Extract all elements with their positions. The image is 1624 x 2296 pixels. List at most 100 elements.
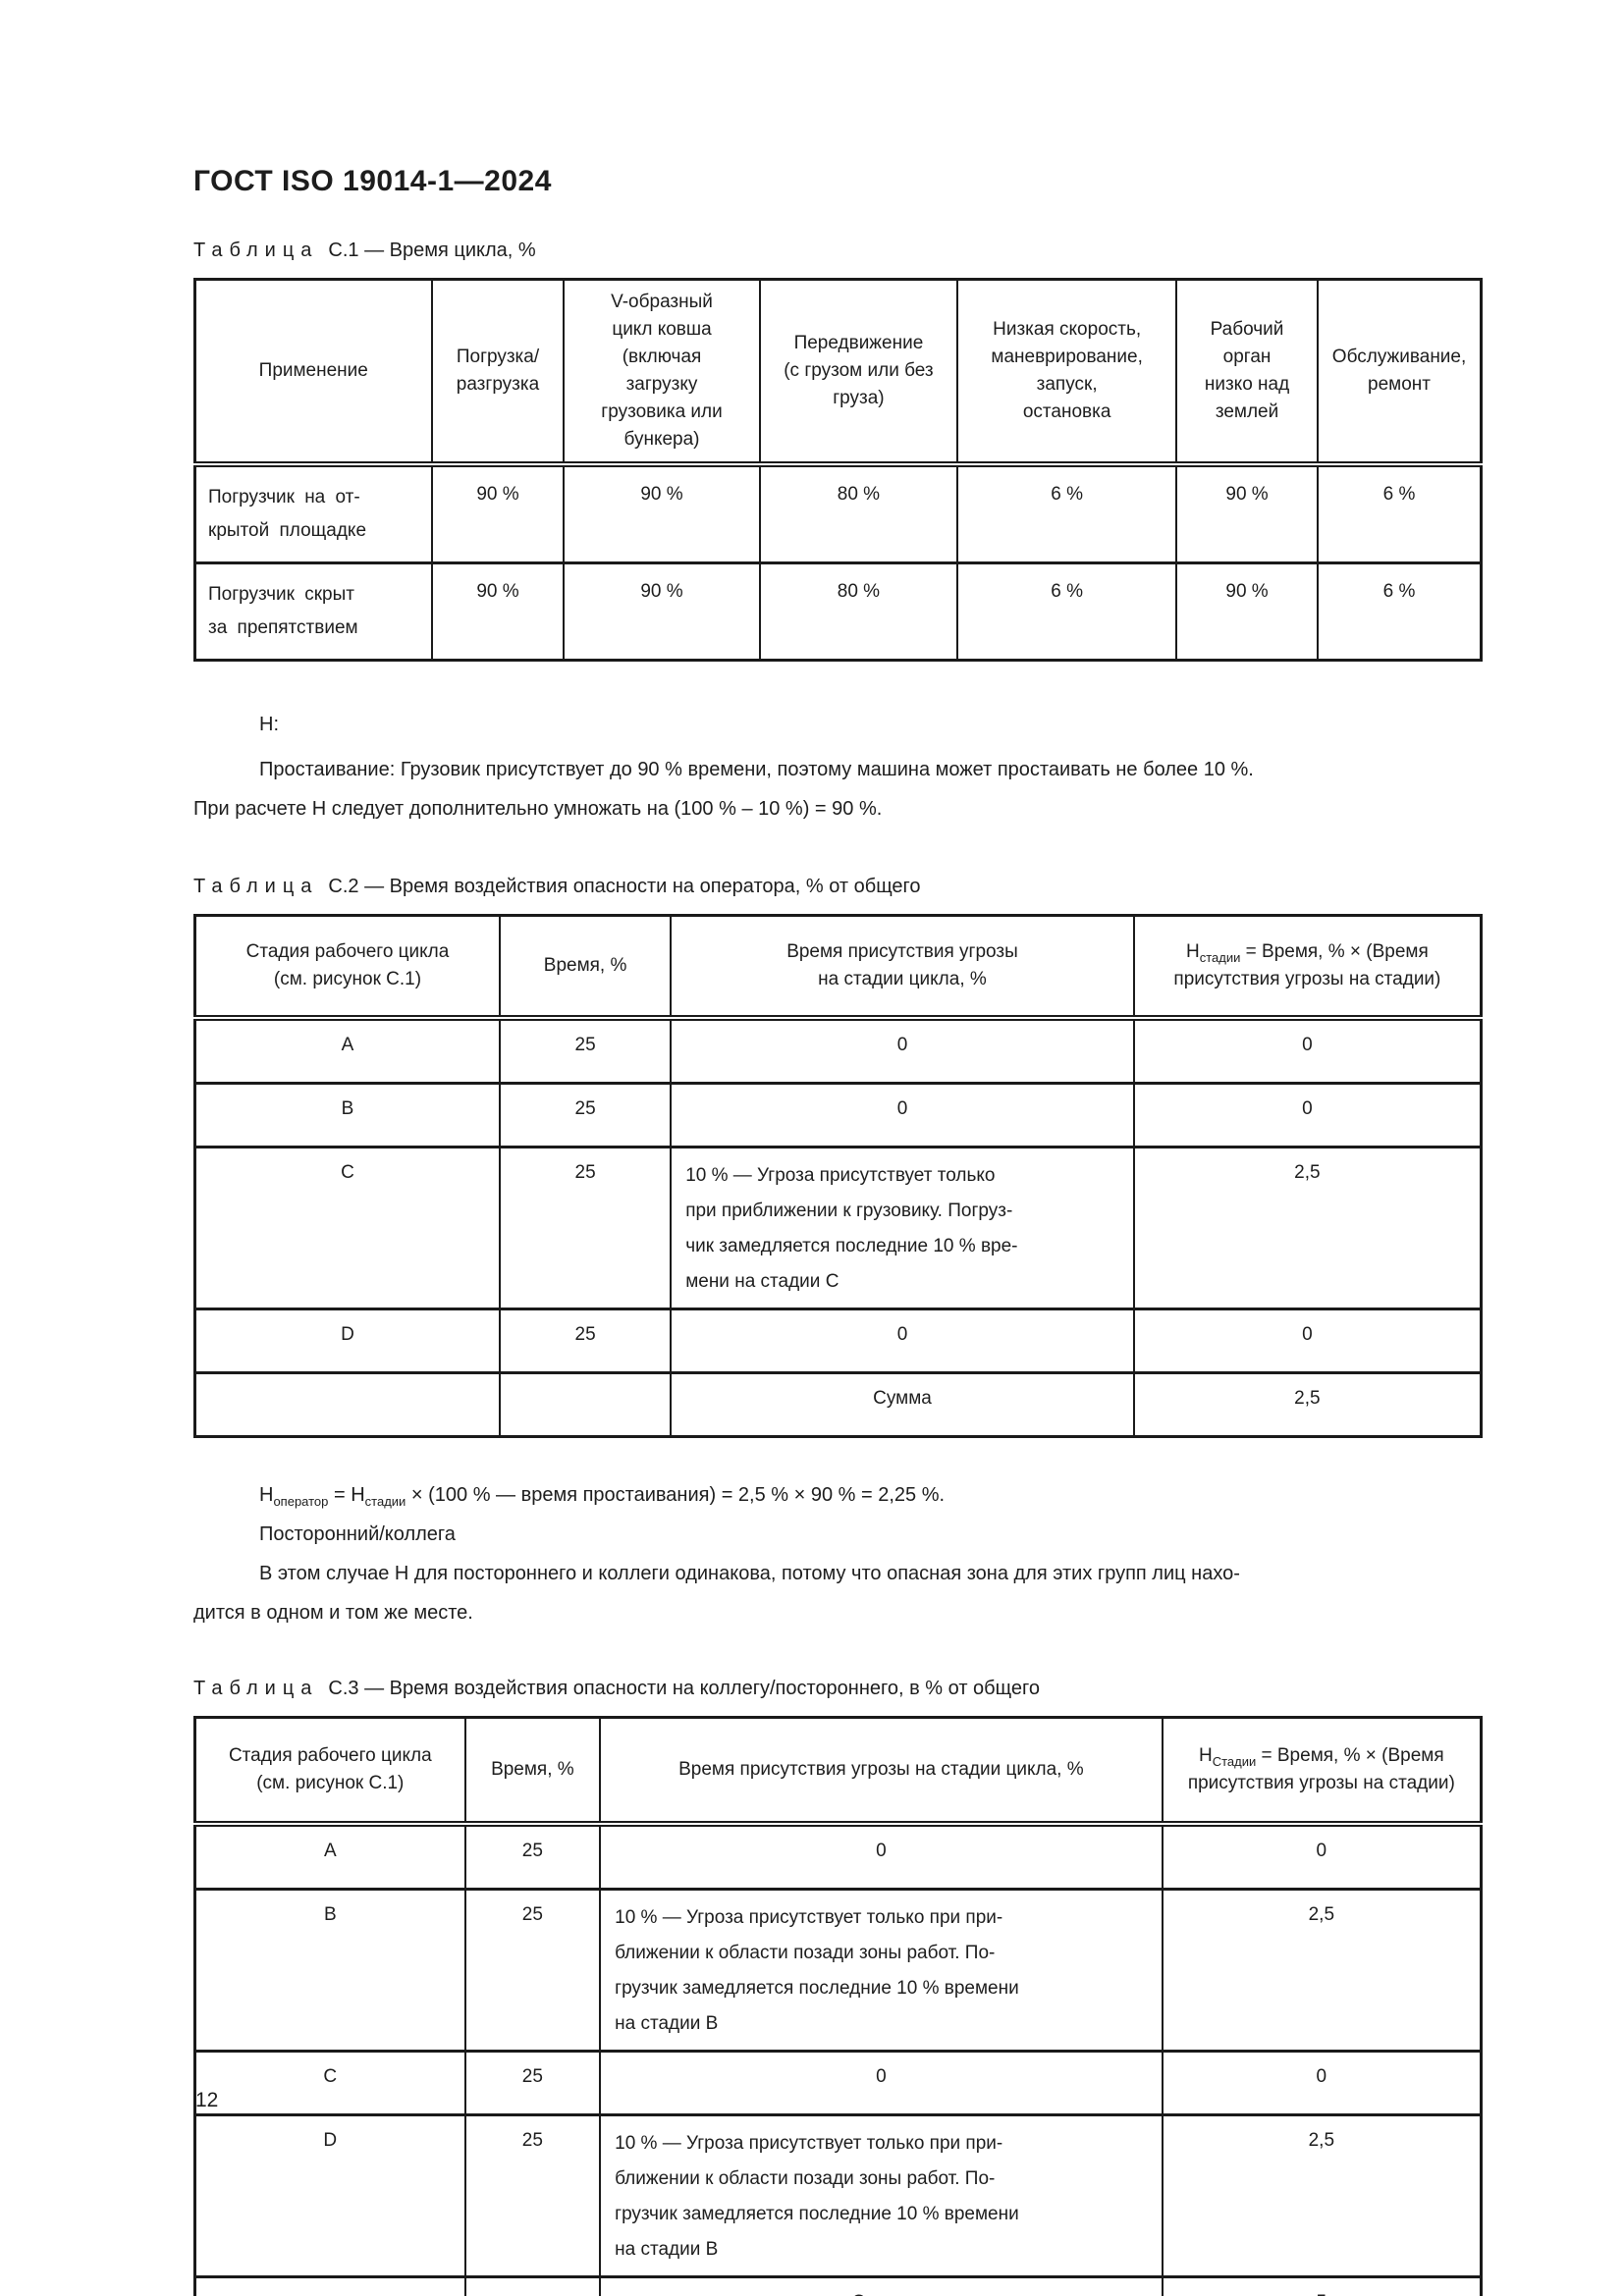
table-c2-caption-text: С.2 — Время воздействия опасности на опе… [328, 876, 921, 897]
table-c1-header-vcycle: V-образный цикл ковша (включая загрузку … [563, 278, 761, 467]
table-row: D 25 0 0 [193, 1308, 1483, 1374]
formula-h-operator: Ноператор = Нстадии × (100 % — время про… [193, 1475, 1483, 1515]
table-row: C 25 0 0 [193, 2050, 1483, 2116]
formula-rest: × (100 % — время простаивания) = 2,5 % ×… [406, 1484, 946, 1506]
formula-sub: стадии [1199, 949, 1241, 965]
table-c3-caption: Таблица С.3 — Время воздействия опасности… [193, 1678, 1483, 1700]
page-number: 12 [195, 2089, 219, 2111]
cell-time: 25 [463, 1888, 602, 2053]
formula-sub: оператор [273, 1494, 329, 1509]
cell-value: 90 % [1174, 561, 1320, 662]
table-c3-header-presence: Время присутствия угрозы на стадии цикла… [599, 1716, 1164, 1827]
table-c3: Стадия рабочего цикла (см. рисунок С.1) … [193, 1716, 1483, 2296]
cell-presence: 0 [670, 1082, 1135, 1148]
table-c1-header-tool: Рабочий орган низко над землей [1174, 278, 1320, 467]
formula-sub: Стадии [1212, 1753, 1257, 1769]
table-c1: Применение Погрузка/ разгрузка V-образны… [193, 278, 1483, 662]
cell-value: 90 % [1174, 462, 1320, 564]
cell-value: 6 % [956, 561, 1177, 662]
table-c1-caption: Таблица С.1 — Время цикла, % [193, 240, 1483, 262]
cell-value: 90 % [430, 561, 566, 662]
cell-value: 90 % [563, 462, 761, 564]
formula-base: Н [259, 1484, 274, 1506]
table-row: B 25 0 0 [193, 1082, 1483, 1148]
formula-rest: = Время, % × (Время присутствия угрозы н… [1187, 1745, 1455, 1793]
cell-presence: 0 [599, 2050, 1164, 2116]
bystander-text: В этом случае Н для постороннего и колле… [193, 1563, 1240, 1624]
table-row: A 25 0 0 [193, 1822, 1483, 1891]
table-c3-header-row: Стадия рабочего цикла (см. рисунок С.1) … [193, 1716, 1483, 1827]
table-c3-header-formula: НСтадии = Время, % × (Время присутствия … [1161, 1716, 1483, 1827]
table-c1-header-application: Применение [193, 278, 433, 467]
cell-time: 25 [463, 1822, 602, 1891]
cell-h: 2,5 [1161, 1888, 1483, 2053]
formula-rest: = Время, % × (Время присутствия угрозы н… [1173, 941, 1441, 989]
cell-stage: B [193, 1082, 501, 1148]
table-c1-caption-word: Таблица [193, 240, 319, 261]
cell-presence: 10 % — Угроза присутствует только при пр… [670, 1146, 1135, 1310]
cell-empty [463, 2275, 602, 2296]
note-h-label: Н: [259, 714, 279, 735]
cell-stage: D [193, 1308, 501, 1374]
table-c2-caption-word: Таблица [193, 876, 319, 897]
cell-time: 25 [498, 1082, 673, 1148]
formula-base: Н [1198, 1745, 1213, 1766]
cell-sum-value: 2,5 [1132, 1371, 1483, 1438]
cell-h: 2,5 [1161, 2113, 1483, 2278]
table-row: C 25 10 % — Угроза присутствует только п… [193, 1146, 1483, 1310]
table-c3-caption-text: С.3 — Время воздействия опасности на кол… [328, 1678, 1040, 1699]
formula-sub: стадии [364, 1494, 406, 1509]
cell-stage: B [193, 1888, 466, 2053]
table-c1-header-travel: Передвижение (с грузом или без груза) [758, 278, 959, 467]
cell-presence: 0 [670, 1016, 1135, 1085]
table-c2-caption: Таблица С.2 — Время воздействия опасности… [193, 876, 1483, 898]
table-c2-header-formula: Нстадии = Время, % × (Время присутствия … [1132, 914, 1483, 1021]
cell-time: 25 [463, 2113, 602, 2278]
cell-h: 0 [1161, 2050, 1483, 2116]
cell-h: 0 [1161, 1822, 1483, 1891]
formula-base: Н [1185, 941, 1200, 962]
cell-presence: 10 % — Угроза присутствует только при пр… [599, 2113, 1164, 2278]
cell-sum-value: 5 [1161, 2275, 1483, 2296]
table-c2-header-stage: Стадия рабочего цикла (см. рисунок С.1) [193, 914, 501, 1021]
cell-stage: C [193, 2050, 466, 2116]
cell-value: 6 % [1317, 561, 1483, 662]
cell-presence: 10 % — Угроза присутствует только при пр… [599, 1888, 1164, 2053]
table-row: Погрузчик на от- крытой площадке 90 % 90… [193, 462, 1483, 564]
table-c1-caption-text: С.1 — Время цикла, % [328, 240, 536, 261]
table-c3-header-time: Время, % [463, 1716, 602, 1827]
table-c3-caption-word: Таблица [193, 1678, 319, 1699]
cell-value: 90 % [563, 561, 761, 662]
cell-h: 0 [1132, 1082, 1483, 1148]
table-c2-header-presence: Время присутствия угрозы на стадии цикла… [670, 914, 1135, 1021]
bystander-label: Посторонний/коллега [259, 1523, 456, 1545]
cell-stage: A [193, 1016, 501, 1085]
table-row: Погрузчик скрыт за препятствием 90 % 90 … [193, 561, 1483, 662]
cell-sum-label: Сумма [599, 2275, 1164, 2296]
table-c1-header-service: Обслуживание, ремонт [1317, 278, 1483, 467]
cell-time: 25 [498, 1146, 673, 1310]
cell-presence: 0 [599, 1822, 1164, 1891]
cell-value: 80 % [758, 561, 959, 662]
cell-value: 6 % [956, 462, 1177, 564]
cell-empty [193, 2275, 466, 2296]
table-sum-row: Сумма 2,5 [193, 1371, 1483, 1438]
table-c1-header-row: Применение Погрузка/ разгрузка V-образны… [193, 278, 1483, 467]
cell-time: 25 [498, 1308, 673, 1374]
cell-h: 2,5 [1132, 1146, 1483, 1310]
table-sum-row: Сумма 5 [193, 2275, 1483, 2296]
table-c3-header-stage: Стадия рабочего цикла (см. рисунок С.1) [193, 1716, 466, 1827]
cell-time: 25 [498, 1016, 673, 1085]
cell-h: 0 [1132, 1016, 1483, 1085]
cell-value: 6 % [1317, 462, 1483, 564]
table-c1-header-lowspeed: Низкая скорость, маневрирование, запуск,… [956, 278, 1177, 467]
note-h-text: Простаивание: Грузовик присутствует до 9… [193, 759, 1254, 820]
cell-stage: D [193, 2113, 466, 2278]
table-row: B 25 10 % — Угроза присутствует только п… [193, 1888, 1483, 2053]
table-row: D 25 10 % — Угроза присутствует только п… [193, 2113, 1483, 2278]
cell-time: 25 [463, 2050, 602, 2116]
table-c1-header-loading: Погрузка/ разгрузка [430, 278, 566, 467]
cell-stage: C [193, 1146, 501, 1310]
cell-application: Погрузчик скрыт за препятствием [193, 561, 433, 662]
